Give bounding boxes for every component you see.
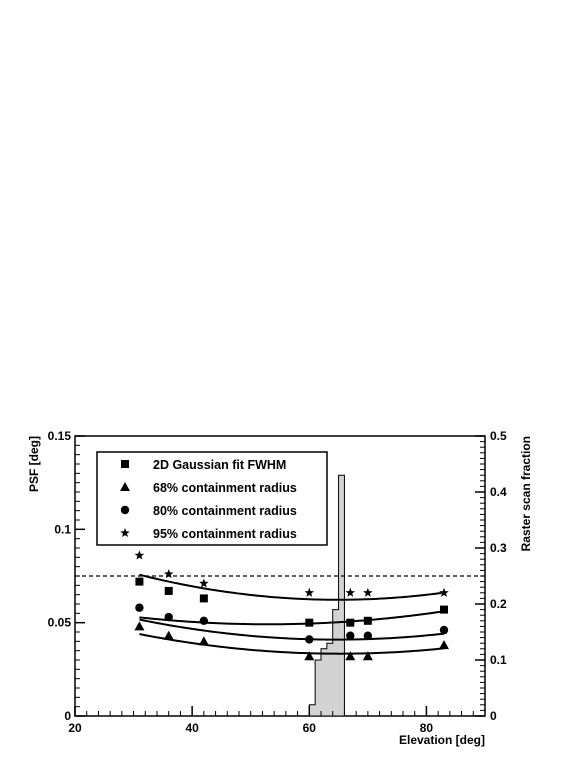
point-star-4 xyxy=(345,587,356,597)
legend-label-0: 2D Gaussian fit FWHM xyxy=(153,458,286,472)
y2-tick-label-0: 0 xyxy=(490,709,497,723)
axes: 20 40 60 80 0 0.05 0.1 0.15 0 0.1 0.2 0.3 0.4 0.5 xyxy=(48,429,507,735)
point-circle-3 xyxy=(305,635,314,644)
point-triangle-5 xyxy=(362,651,373,661)
point-star-6 xyxy=(439,587,449,597)
point-triangle-0 xyxy=(134,621,145,631)
point-square-6 xyxy=(440,605,448,614)
fit-curve-2 xyxy=(139,618,445,641)
point-star-5 xyxy=(363,587,373,597)
raster-scan-histogram xyxy=(308,474,345,717)
fit-curve-1 xyxy=(139,633,445,655)
x-tick-label-0: 20 xyxy=(68,721,82,735)
point-square-0 xyxy=(135,577,144,586)
legend-label-2: 80% containment radius xyxy=(153,504,297,518)
point-square-2 xyxy=(199,594,208,603)
y2-axis-title: Raster scan fraction xyxy=(519,436,533,551)
point-circle-0 xyxy=(135,603,144,612)
y-tick-label-2: 0.1 xyxy=(54,522,71,536)
x-axis-title: Elevation [deg] xyxy=(399,733,485,747)
legend-label-3: 95% containment radius xyxy=(153,527,297,541)
point-square-5 xyxy=(363,616,372,625)
legend-box xyxy=(96,451,328,546)
point-square-3 xyxy=(305,618,314,627)
point-star-2 xyxy=(199,578,209,588)
x-tick-label-3: 80 xyxy=(420,721,434,735)
point-square-4 xyxy=(346,618,355,627)
y2-tick-label-5: 0.5 xyxy=(490,429,507,443)
point-triangle-4 xyxy=(345,651,356,661)
legend-marker-3 xyxy=(120,528,130,538)
point-circle-5 xyxy=(363,631,373,640)
y2-tick-label-4: 0.4 xyxy=(490,485,507,499)
legend-marker-2 xyxy=(120,505,130,515)
point-star-1 xyxy=(163,569,174,579)
fit-curve-3 xyxy=(139,573,445,601)
y-tick-label-0: 0 xyxy=(64,709,71,723)
y-axis-title: PSF [deg] xyxy=(27,436,41,492)
point-circle-2 xyxy=(199,616,209,625)
legend-label-1: 68% containment radius xyxy=(153,481,297,495)
y2-tick-label-1: 0.1 xyxy=(490,653,507,667)
y2-tick-label-3: 0.3 xyxy=(490,541,507,555)
legend-marker-1 xyxy=(120,482,130,491)
legend-marker-0 xyxy=(121,460,129,468)
point-square-1 xyxy=(164,586,173,595)
point-star-0 xyxy=(134,550,145,560)
histogram-bars xyxy=(308,474,345,717)
y-tick-label-3: 0.15 xyxy=(48,429,72,443)
point-triangle-6 xyxy=(439,640,449,650)
fit-curve-0 xyxy=(139,610,445,626)
point-star-3 xyxy=(304,587,315,597)
point-circle-1 xyxy=(164,612,173,622)
point-triangle-1 xyxy=(163,630,174,640)
y2-tick-label-2: 0.2 xyxy=(490,597,507,611)
y-tick-label-1: 0.05 xyxy=(48,616,72,630)
point-triangle-2 xyxy=(198,636,209,646)
point-circle-4 xyxy=(346,631,355,640)
point-circle-6 xyxy=(439,625,449,635)
fit-curves xyxy=(139,573,445,655)
legend: 2D Gaussian fit FWHM 68% containment radi… xyxy=(96,451,328,546)
point-triangle-3 xyxy=(304,651,315,661)
x-tick-label-2: 60 xyxy=(303,721,317,735)
x-tick-label-1: 40 xyxy=(185,721,199,735)
data-markers xyxy=(134,550,449,661)
